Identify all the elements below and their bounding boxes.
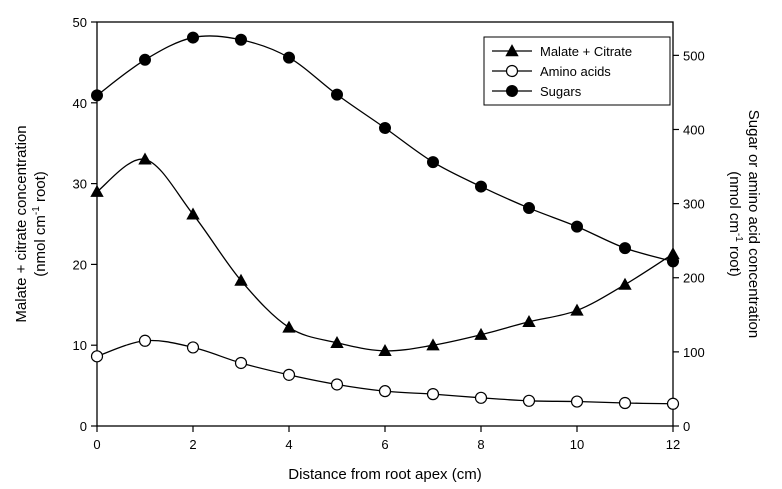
data-point	[235, 33, 247, 46]
right-y-tick-label: 400	[683, 122, 705, 137]
data-point	[138, 152, 152, 165]
data-point	[427, 156, 439, 169]
legend-marker	[505, 64, 519, 78]
x-axis-title: Distance from root apex (cm)	[288, 466, 481, 483]
series-line	[96, 158, 674, 352]
data-point	[426, 388, 440, 401]
left-y-tick-label: 40	[73, 96, 87, 111]
data-point	[474, 391, 488, 404]
data-point	[234, 356, 248, 370]
legend-item: Amino acids	[492, 64, 611, 79]
left-y-tick-label: 10	[73, 338, 87, 353]
right-y-tick-label: 100	[683, 345, 705, 360]
left-y-tick-label: 50	[73, 15, 87, 30]
left-axis-title: Malate + citrate concentration (nmol cm-1…	[13, 125, 49, 322]
data-point	[571, 220, 583, 233]
x-tick-label: 12	[666, 437, 680, 452]
series-sugars	[91, 31, 679, 268]
data-point	[283, 51, 295, 64]
data-point	[618, 396, 632, 410]
data-point	[282, 320, 296, 333]
data-point	[378, 385, 392, 398]
data-point	[331, 88, 343, 101]
legend-item: Malate + Citrate	[492, 44, 632, 59]
data-point	[138, 334, 152, 347]
data-point	[330, 335, 344, 348]
data-point	[570, 303, 584, 316]
data-point	[523, 202, 535, 215]
right-axis-title: Sugar or amino acid concentration(nmol c…	[726, 110, 762, 338]
right-y-tick-label: 500	[683, 48, 705, 63]
data-point	[378, 344, 392, 357]
data-point	[186, 341, 200, 354]
legend-label: Amino acids	[540, 64, 611, 79]
legend-marker	[505, 44, 519, 57]
x-tick-label: 0	[93, 437, 100, 452]
data-point	[666, 397, 680, 410]
series-amino-acids	[90, 334, 680, 410]
x-tick-label: 2	[189, 437, 196, 452]
x-tick-label: 6	[381, 437, 388, 452]
left-y-tick-label: 20	[73, 257, 87, 272]
data-point	[90, 184, 104, 197]
left-y-tick-label: 0	[80, 419, 87, 434]
data-point	[379, 122, 391, 135]
data-point	[618, 277, 632, 290]
data-point	[667, 255, 679, 268]
right-y-tick-label: 200	[683, 271, 705, 286]
data-point	[139, 53, 151, 66]
data-point	[91, 89, 103, 102]
data-point	[234, 273, 248, 286]
right-y-tick-label: 300	[683, 197, 705, 212]
data-point	[474, 327, 488, 340]
data-point	[186, 207, 200, 220]
legend-marker	[506, 85, 518, 97]
legend-label: Sugars	[540, 84, 582, 99]
x-tick-label: 8	[477, 437, 484, 452]
legend: Malate + Citrate Amino acids Sugars	[483, 36, 671, 106]
data-point	[330, 378, 344, 391]
data-point	[570, 395, 584, 408]
series-layer	[90, 31, 680, 410]
data-point	[522, 314, 536, 327]
data-point	[90, 350, 104, 363]
series-malate-citrate	[90, 152, 680, 357]
data-point	[426, 338, 440, 351]
legend-item: Sugars	[492, 84, 582, 99]
x-tick-label: 10	[570, 437, 584, 452]
legend-label: Malate + Citrate	[540, 44, 632, 59]
x-tick-label: 4	[285, 437, 292, 452]
data-point	[475, 180, 487, 193]
left-y-tick-label: 30	[73, 177, 87, 192]
data-point	[187, 31, 199, 44]
data-point	[619, 242, 631, 255]
data-point	[282, 368, 296, 381]
data-point	[522, 394, 536, 407]
right-y-tick-label: 0	[683, 419, 690, 434]
